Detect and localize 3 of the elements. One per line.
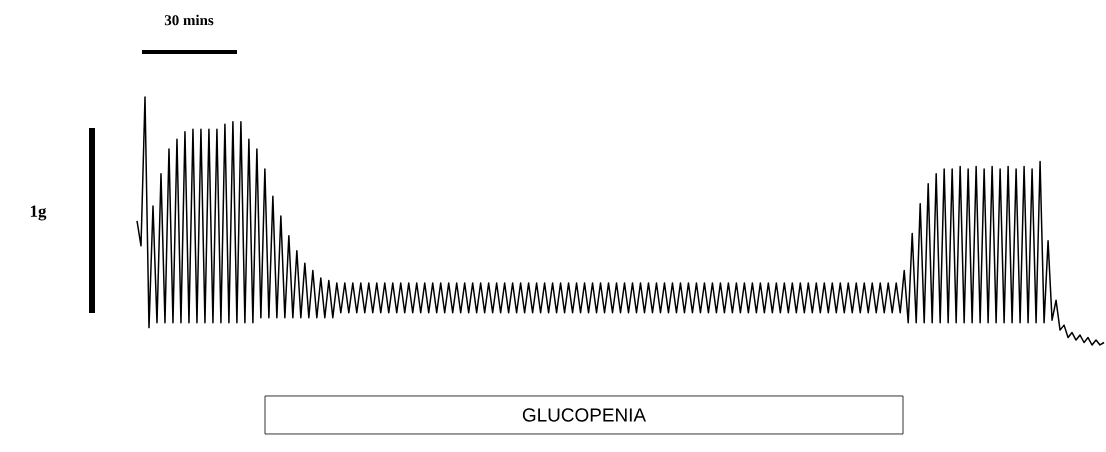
text: 30 mins — [164, 14, 214, 26]
text: GLUCOPENIA — [522, 408, 647, 422]
text: 1g — [30, 205, 47, 221]
